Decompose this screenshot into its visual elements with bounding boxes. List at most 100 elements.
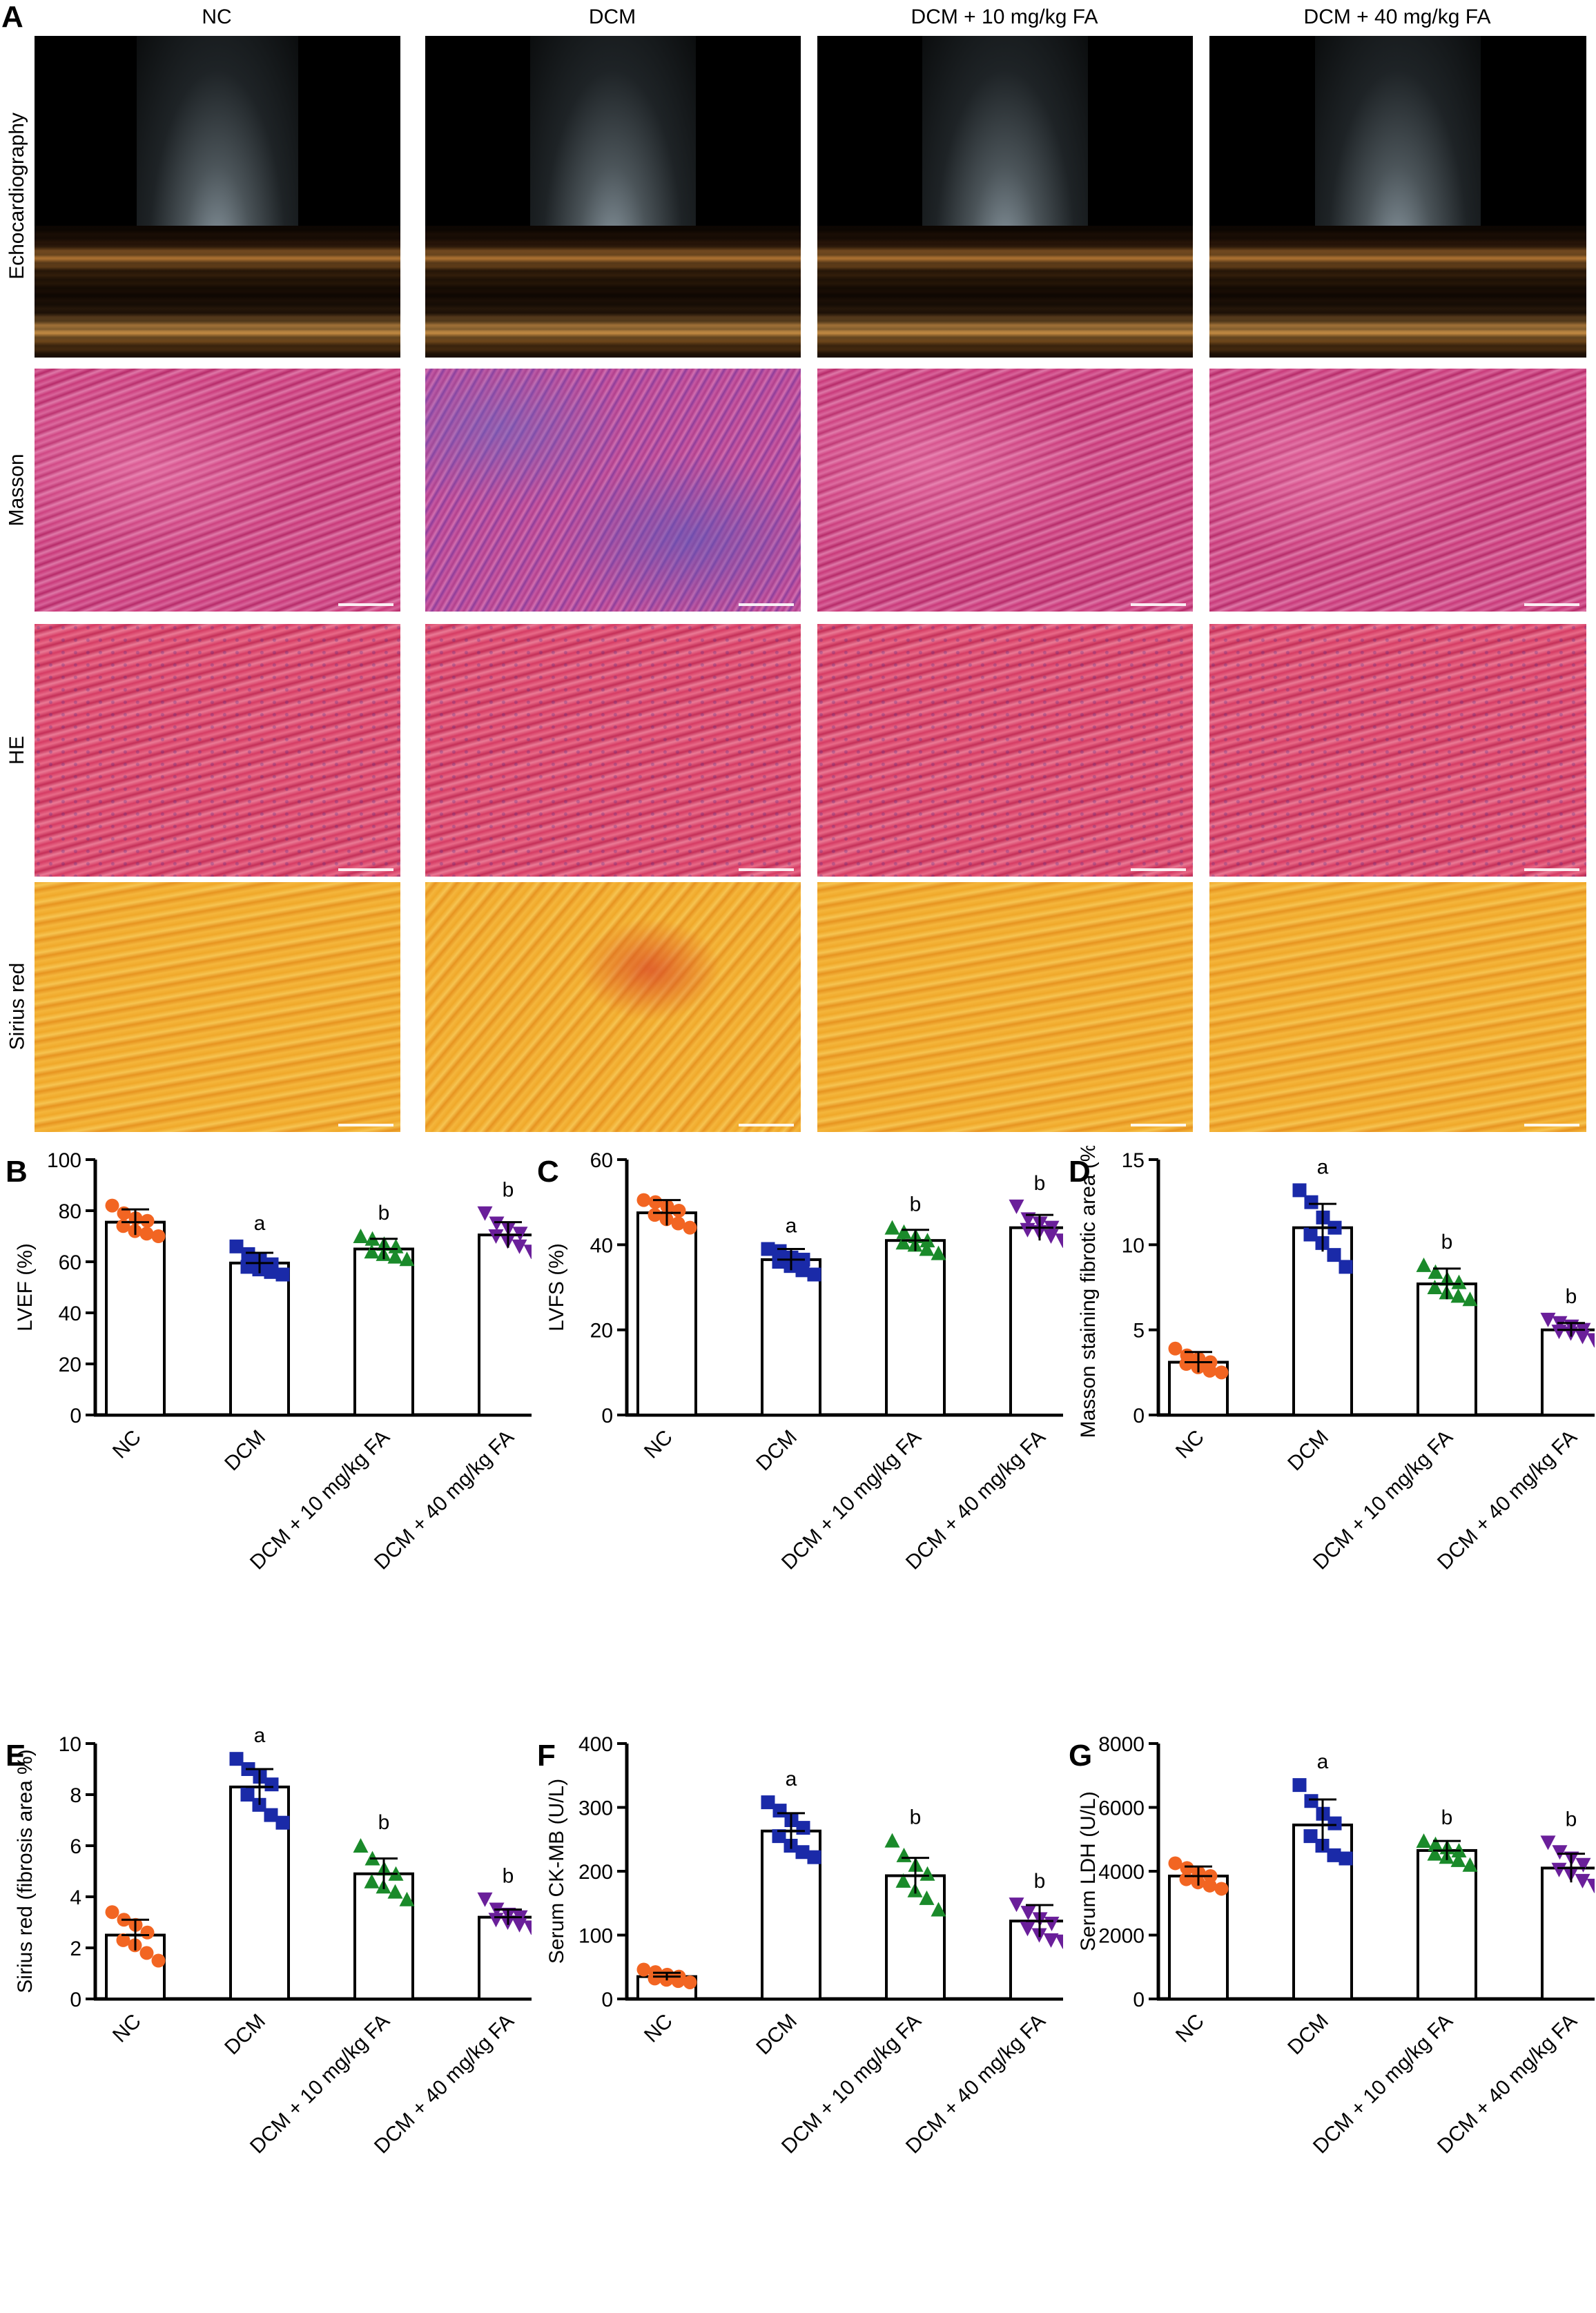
data-point [387,1884,403,1899]
row-label-masson-text: Masson [6,453,29,527]
x-tick-label-2: DCM + 10 mg/kg FA [246,2010,394,2158]
data-point [1450,1288,1466,1303]
significance-label-1: a [786,1215,797,1238]
data-point [919,1241,935,1256]
significance-label-2: b [910,1806,922,1829]
sirius-image-dcm-40 [1209,882,1586,1132]
row-label-he: HE [0,623,35,878]
x-tick-label-2: DCM + 10 mg/kg FA [777,1426,926,1574]
bar-1 [1292,1226,1353,1417]
y-tick-label-1: 2 [70,1938,81,1960]
x-tick-label-3: DCM + 40 mg/kg FA [370,1426,518,1574]
data-point [1327,1816,1342,1831]
y-tick-label-2: 200 [578,1861,613,1884]
x-tick-label-1: DCM [752,1426,801,1476]
data-point [1179,1357,1194,1371]
x-tick-label-0: NC [1171,2010,1209,2047]
significance-label-2: b [1441,1231,1453,1253]
data-point [919,1866,935,1881]
data-point [1020,1222,1035,1238]
data-point [1179,1872,1194,1886]
row-label-sirius-red: Sirius red [0,881,35,1132]
data-point [399,1251,415,1267]
data-point [1451,1274,1467,1289]
data-point [1180,1861,1194,1875]
y-tick-label-3: 60 [59,1251,81,1274]
y-axis-label: Sirius red (fibrosis area %) [14,1749,37,1993]
data-point [648,1195,663,1209]
y-tick-label-0: 0 [1133,1405,1145,1427]
x-tick-label-1: DCM [1283,2010,1333,2060]
data-point [399,1891,415,1906]
sirius-image-nc [35,882,400,1132]
data-point [140,1213,155,1228]
he-image-dcm [425,624,801,877]
bar-1 [761,1258,821,1416]
y-axis-label: LVEF (%) [14,1243,37,1331]
column-header-dcm-40: DCM + 40 mg/kg FA [1303,6,1491,28]
data-point [139,1227,154,1241]
panel-letter-e: E [6,1739,26,1773]
data-point [275,1815,290,1830]
y-tick-label-1: 20 [59,1354,81,1376]
significance-label-2: b [378,1202,390,1224]
significance-label-2: b [910,1193,922,1216]
x-tick-label-2: DCM + 10 mg/kg FA [1309,1426,1457,1574]
y-tick-label-4: 80 [59,1200,81,1223]
y-tick-label-1: 2000 [1098,1925,1145,1948]
y-axis-label: Masson staining fibrotic area (%) [1077,1146,1100,1438]
data-point [1575,1329,1590,1345]
y-tick-label-1: 5 [1133,1320,1145,1343]
data-point [1339,1851,1353,1866]
data-point [1551,1325,1567,1340]
y-tick-label-5: 10 [59,1733,81,1756]
data-point [683,1220,697,1235]
y-axis-label: Serum CK-MB (U/L) [545,1779,568,1964]
data-point [884,1833,900,1848]
data-point [1203,1363,1217,1378]
bar-3 [478,1915,538,2001]
x-tick-label-3: DCM + 40 mg/kg FA [1433,1426,1582,1574]
bar-3 [1009,1226,1070,1417]
data-point [1428,1264,1443,1279]
x-tick-label-1: DCM [220,1426,270,1476]
data-point [1304,1195,1318,1209]
x-tick-label-2: DCM + 10 mg/kg FA [777,2010,926,2158]
x-tick-label-1: DCM [752,2010,801,2060]
data-point [1575,1857,1591,1873]
data-point [387,1249,403,1264]
data-point [241,1247,255,1261]
y-tick-label-4: 8 [70,1784,81,1807]
significance-label-2: b [1441,1806,1453,1829]
row-label-echocardiography: Echocardiography [0,35,35,358]
data-point [1540,1835,1556,1851]
data-point [151,1953,166,1968]
bar-1 [1292,1823,1353,2000]
x-tick-label-1: DCM [220,2010,270,2060]
data-point [1552,1845,1568,1860]
chart-svg-f: F Serum CK-MB (U/L) 0 100 200 300 400 NC a DCM b DC… [537,1733,1081,2158]
data-point [1462,1291,1478,1307]
data-point [1427,1280,1443,1294]
data-point [1168,1341,1183,1356]
data-point [240,1788,255,1802]
y-tick-label-1: 100 [578,1925,613,1948]
data-point [275,1267,290,1282]
data-point [364,1873,380,1889]
y-tick-label-0: 0 [70,1405,81,1427]
x-tick-label-2: DCM + 10 mg/kg FA [246,1426,394,1574]
data-point [140,1925,155,1940]
masson-image-dcm-10 [817,369,1193,612]
data-point [807,1850,821,1864]
y-tick-label-0: 0 [70,1989,81,2011]
panel-letter-b: B [6,1155,28,1189]
y-tick-label-0: 0 [601,1405,613,1427]
data-point [264,1265,278,1279]
data-point [648,1971,662,1986]
row-label-he-text: HE [6,736,28,765]
row-label-echocardiography-text: Echocardiography [6,113,29,280]
significance-label-3: b [503,1865,514,1888]
y-tick-label-3: 15 [1122,1149,1145,1172]
